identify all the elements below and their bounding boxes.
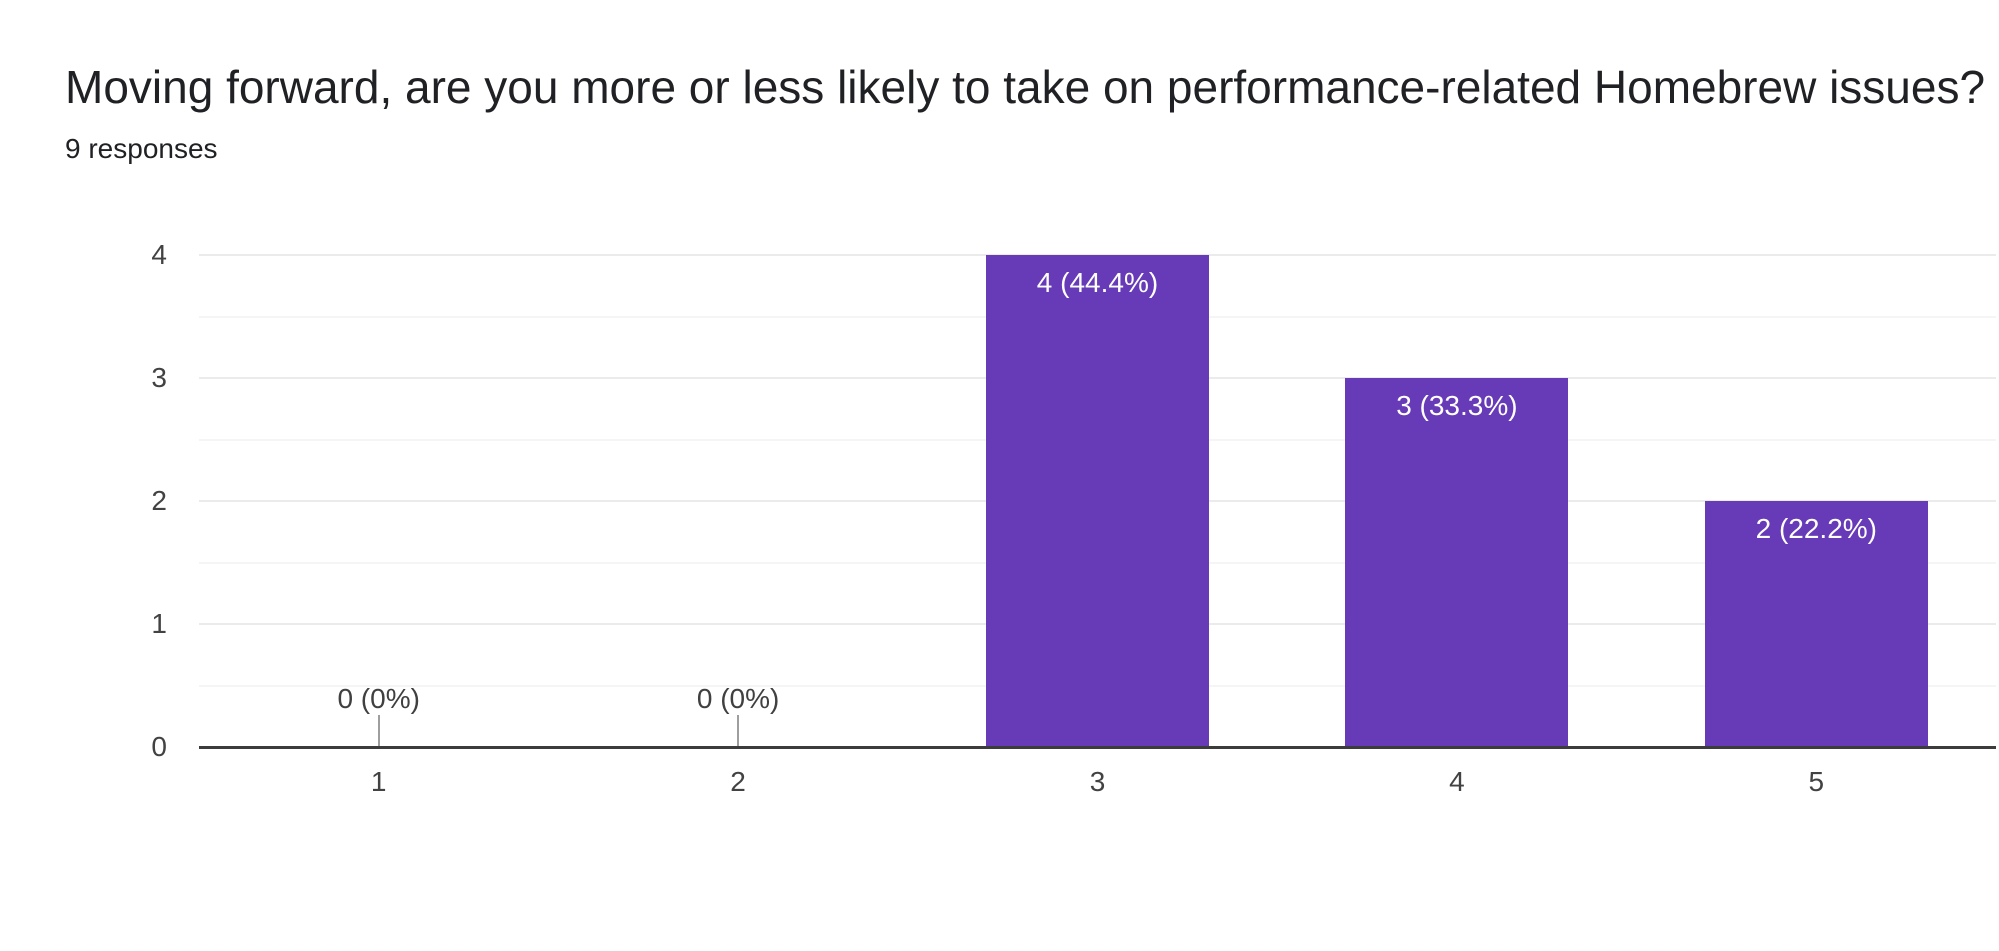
zero-tick-stub	[377, 715, 380, 747]
zero-value-label: 0 (0%)	[337, 683, 420, 714]
y-axis-label: 1	[151, 608, 167, 639]
bar	[986, 255, 1209, 747]
y-axis-label: 2	[151, 485, 167, 516]
x-axis-label: 1	[370, 766, 387, 797]
y-axis-label: 0	[151, 731, 167, 762]
x-axis-label: 2	[730, 766, 746, 797]
bar	[1345, 378, 1568, 747]
x-axis-label: 4	[1449, 766, 1465, 797]
x-axis-label: 3	[1089, 766, 1106, 797]
question-title: Moving forward, are you more or less lik…	[65, 61, 1986, 113]
zero-tick-stub	[737, 715, 740, 747]
response-count: 9 responses	[65, 133, 218, 164]
x-axis-label: 5	[1808, 766, 1825, 797]
bar-value-label: 4 (44.4%)	[1036, 267, 1159, 298]
bar	[1705, 501, 1928, 747]
bar-value-label: 3 (33.3%)	[1396, 390, 1518, 421]
bar-value-label: 2 (22.2%)	[1755, 513, 1877, 544]
y-axis-label: 3	[151, 362, 167, 393]
zero-value-label: 0 (0%)	[696, 683, 780, 714]
y-axis-label: 4	[151, 239, 167, 270]
x-axis-baseline	[199, 746, 1996, 749]
